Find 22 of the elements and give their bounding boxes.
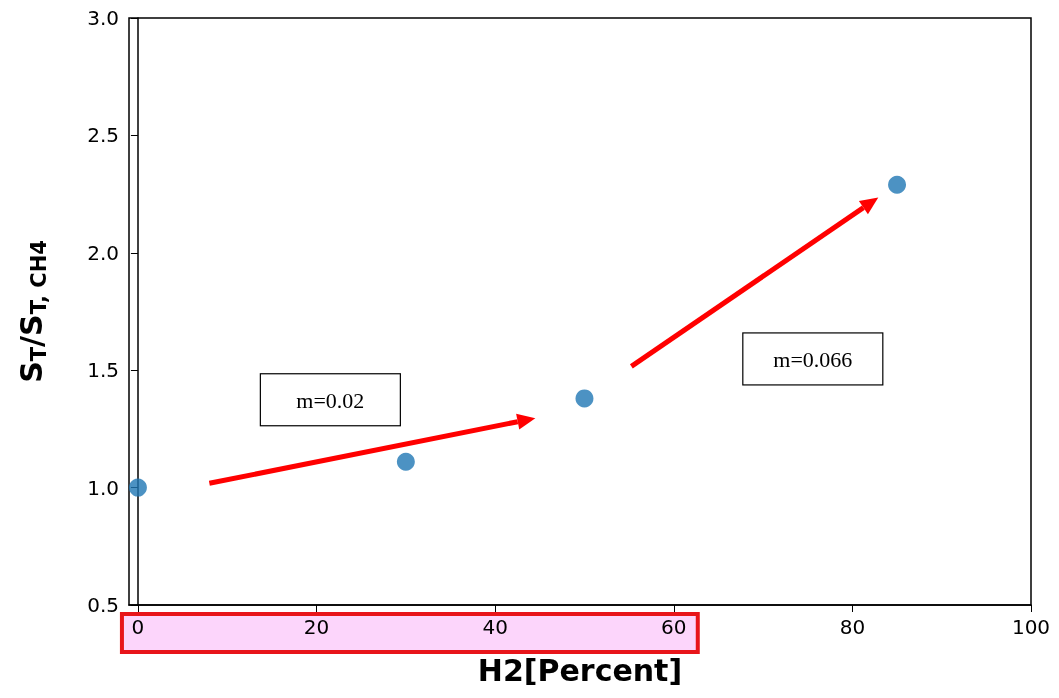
annotation: m=0.066 — [773, 346, 853, 372]
x-tick-label: 60 — [661, 615, 687, 639]
y-tick-label: 1.5 — [87, 358, 119, 383]
x-tick-label: 40 — [482, 615, 508, 639]
x-axis-title: H2[Percent] — [477, 652, 683, 688]
x-tick-label: 20 — [303, 615, 330, 639]
y-tick-label: 3.0 — [87, 6, 119, 30]
point — [128, 478, 147, 497]
x-tick-label: 0 — [131, 615, 145, 639]
annotation: m=0.02 — [296, 387, 365, 413]
point — [396, 452, 415, 471]
point — [575, 389, 594, 408]
y-tick-label: 1.0 — [87, 475, 119, 500]
y-axis-title: ST/ST, CH4 — [14, 240, 51, 383]
text-box: m=0.02 — [259, 373, 401, 427]
y-tick-label: 2.0 — [87, 240, 119, 265]
x-tick-label: 80 — [839, 615, 866, 639]
point — [888, 175, 907, 194]
y-tick-label: 2.5 — [87, 123, 119, 148]
y-tick-label: 0.5 — [87, 593, 119, 617]
x-tick-label: 100 — [1011, 615, 1051, 639]
text-box: m=0.066 — [742, 332, 884, 386]
